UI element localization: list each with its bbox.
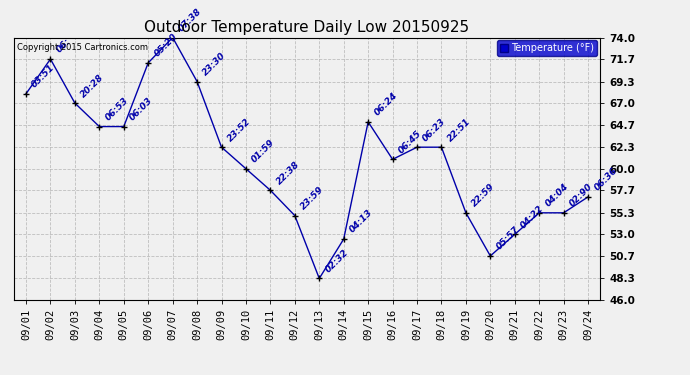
- Text: 02:90: 02:90: [568, 182, 594, 209]
- Text: 02:32: 02:32: [324, 248, 350, 274]
- Text: 03:51: 03:51: [30, 63, 57, 90]
- Text: 22:59: 22:59: [470, 182, 497, 209]
- Text: 06:23: 06:23: [421, 116, 448, 143]
- Text: 06:53: 06:53: [104, 96, 130, 122]
- Text: 01:59: 01:59: [250, 138, 277, 165]
- Text: Copyright 2015 Cartronics.com: Copyright 2015 Cartronics.com: [17, 43, 148, 52]
- Text: 04:04: 04:04: [543, 182, 570, 209]
- Legend: Temperature (°F): Temperature (°F): [497, 40, 598, 56]
- Text: 04:13: 04:13: [348, 208, 375, 235]
- Text: 06:24: 06:24: [373, 91, 399, 118]
- Text: 05:20: 05:20: [152, 32, 179, 58]
- Text: 05:57: 05:57: [495, 225, 521, 252]
- Text: 06:03: 06:03: [128, 96, 155, 122]
- Text: 04:22: 04:22: [519, 204, 546, 230]
- Text: 06:45: 06:45: [397, 129, 424, 155]
- Text: 22:38: 22:38: [275, 159, 301, 186]
- Text: 07:38: 07:38: [177, 7, 204, 33]
- Text: 22:51: 22:51: [446, 116, 472, 143]
- Text: 06:36: 06:36: [592, 166, 619, 193]
- Text: 23:30: 23:30: [201, 51, 228, 77]
- Text: 23:59: 23:59: [299, 185, 326, 211]
- Text: 06:: 06:: [55, 37, 72, 55]
- Text: 23:52: 23:52: [226, 116, 253, 143]
- Text: 20:28: 20:28: [79, 72, 106, 99]
- Title: Outdoor Temperature Daily Low 20150925: Outdoor Temperature Daily Low 20150925: [144, 20, 470, 35]
